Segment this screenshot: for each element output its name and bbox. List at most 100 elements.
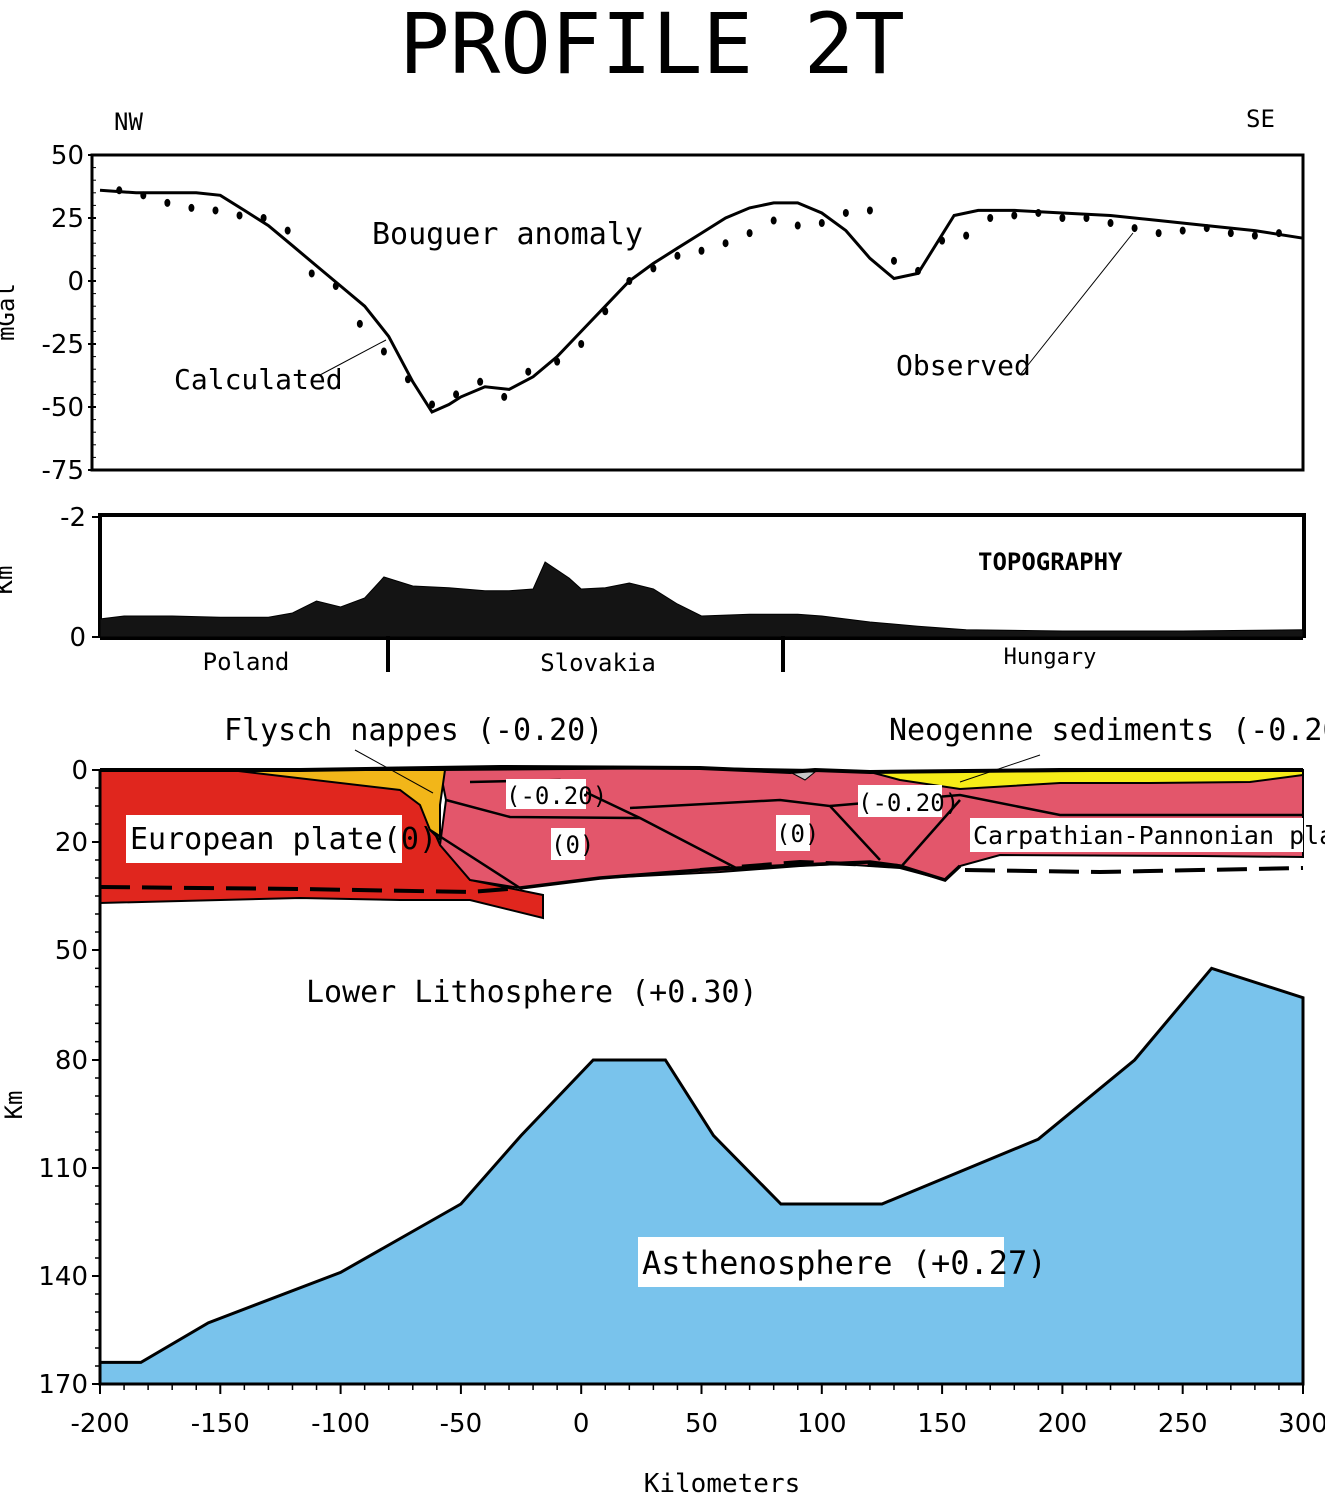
topography-area <box>99 561 1304 638</box>
observed-label: Observed <box>896 349 1031 382</box>
observed-point <box>453 390 460 399</box>
observed-point <box>429 400 436 409</box>
european-plate-label: European plate(0) <box>130 822 437 857</box>
observed-point <box>501 392 508 401</box>
observed-point <box>356 319 363 328</box>
gravity-y-tick-label: -25 <box>42 330 84 360</box>
direction-se-label: SE <box>1246 105 1275 133</box>
observed-point <box>1227 229 1234 238</box>
gravity-y-axis-label: mGal <box>0 283 20 341</box>
observed-point <box>1083 214 1090 222</box>
topography-y-tick-label: -2 <box>60 503 86 533</box>
model-x-tick-label: 0 <box>573 1409 590 1439</box>
model-y-tick-label: 170 <box>38 1370 88 1400</box>
density-label-3: (0) <box>776 820 819 848</box>
gravity-frame <box>90 153 1305 472</box>
observed-point <box>987 214 994 222</box>
observed-point <box>1107 219 1114 228</box>
gravity-y-tick-label: 25 <box>51 204 84 234</box>
observed-point <box>525 367 532 376</box>
observed-point <box>380 347 387 356</box>
observed-point <box>332 282 339 291</box>
model-y-tick-label: 50 <box>55 936 88 966</box>
model-y-tick-label: 20 <box>55 828 88 858</box>
observed-point <box>626 277 633 285</box>
model-x-axis-label: Kilometers <box>644 1469 801 1497</box>
observed-point <box>818 219 825 228</box>
gravity-y-tick-label: -75 <box>42 456 84 486</box>
gravity-y-tick-label: 50 <box>51 141 84 171</box>
observed-leader-line <box>1019 232 1134 376</box>
observed-point <box>1179 226 1186 235</box>
observed-point <box>602 307 609 316</box>
asthenosphere-label: Asthenosphere (+0.27) <box>642 1244 1047 1282</box>
nappe-boundary-3 <box>629 798 881 861</box>
surface-line <box>100 764 1303 775</box>
model-y-tick-label: 0 <box>71 756 88 786</box>
model-y-ticks: 0 20 50 80 110 140 170 <box>38 756 100 1400</box>
neogene-sediments-label: Neogenne sediments (-0.20) <box>889 713 1325 748</box>
nappe-boundary-1 <box>445 798 641 820</box>
country-hungary: Hungary <box>1004 645 1097 670</box>
density-label-box-1 <box>506 779 586 809</box>
model-y-tick-label: 110 <box>38 1154 88 1184</box>
model-x-tick-label: 100 <box>797 1409 847 1439</box>
model-x-tick-label: 150 <box>917 1409 967 1439</box>
model-x-tick-label: 200 <box>1038 1409 1088 1439</box>
observed-point <box>674 251 681 260</box>
observed-point <box>1203 224 1210 233</box>
european-plate-label-box <box>126 815 402 863</box>
observed-point <box>890 256 897 265</box>
observed-point <box>212 206 219 215</box>
density-label-box-4 <box>858 785 942 817</box>
carpathian-label-box <box>970 818 1303 852</box>
subduction-boundary <box>429 828 521 890</box>
topography-y-ticks: -2 0 <box>60 503 100 653</box>
model-x-tick-label: -200 <box>70 1409 129 1439</box>
observed-point <box>770 216 777 225</box>
gravity-y-ticks: 50 25 0 -25 -50 -75 <box>42 141 96 486</box>
density-label-2: (0) <box>551 831 594 859</box>
observed-point <box>1155 229 1162 238</box>
neogene-leader-line <box>959 754 1041 783</box>
observed-point <box>236 211 243 220</box>
flysch-leader-line <box>354 749 434 794</box>
bouguer-anomaly-label: Bouguer anomaly <box>372 217 643 252</box>
observed-point <box>284 226 291 235</box>
model-x-tick-label: -100 <box>311 1409 370 1439</box>
observed-point <box>477 377 484 386</box>
flysch-nappes-label: Flysch nappes (-0.20) <box>224 713 603 748</box>
density-label-1: (-0.20) <box>506 782 607 810</box>
observed-point <box>866 206 873 215</box>
model-x-tick-label: 300 <box>1278 1409 1325 1439</box>
observed-point <box>842 208 849 217</box>
calculated-leader-line <box>319 339 387 376</box>
model-x-tick-label: 50 <box>685 1409 718 1439</box>
topography-label: TOPOGRAPHY <box>978 548 1123 576</box>
model-x-ticks: -200 -150 -100 -50 0 50 100 150 200 250 300 <box>70 1384 1325 1439</box>
country-slovakia: Slovakia <box>540 649 656 677</box>
observed-point <box>1275 229 1282 238</box>
observed-point <box>722 239 729 248</box>
model-x-tick-label: 250 <box>1158 1409 1208 1439</box>
model-y-tick-label: 140 <box>38 1262 88 1292</box>
series-points-observed <box>116 186 1282 409</box>
observed-point <box>746 229 753 238</box>
observed-point <box>554 357 561 366</box>
direction-nw-label: NW <box>114 108 143 136</box>
density-label-4: (-0.20) <box>858 789 959 817</box>
model-x-tick-label: -150 <box>191 1409 250 1439</box>
observed-point <box>915 266 922 275</box>
density-label-box-3 <box>776 815 810 851</box>
gravity-y-tick-label: 0 <box>67 267 84 297</box>
nappe-boundary-5 <box>899 799 961 869</box>
gravity-panel: 50 25 0 -25 -50 -75 mGal Bouguer anomaly Calc… <box>0 141 1305 486</box>
topography-y-axis-label: Km <box>0 566 18 595</box>
observed-point <box>794 221 801 230</box>
observed-point <box>698 246 705 255</box>
observed-point <box>188 203 195 212</box>
observed-point <box>963 231 970 240</box>
page-title: PROFILE 2T <box>399 0 905 93</box>
observed-point <box>260 214 267 222</box>
